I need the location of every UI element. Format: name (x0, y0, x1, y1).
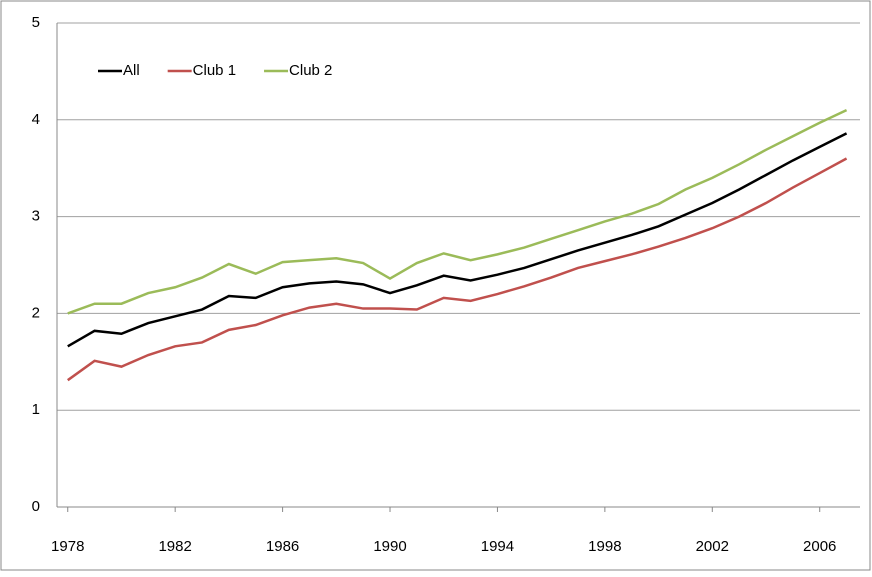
y-tick-label: 4 (32, 111, 40, 128)
legend-label: Club 1 (193, 62, 236, 79)
y-tick-label: 5 (32, 14, 40, 31)
x-tick-label: 1994 (481, 538, 514, 555)
x-tick-label: 1990 (373, 538, 406, 555)
y-tick-label: 2 (32, 304, 40, 321)
y-tick-label: 3 (32, 208, 40, 225)
x-tick-label: 2002 (696, 538, 729, 555)
series-line (67, 108, 848, 315)
x-tick-label: 1978 (51, 538, 84, 555)
legend-label: Club 2 (289, 62, 332, 79)
legend-label: All (123, 62, 140, 79)
y-tick-label: 1 (32, 401, 40, 418)
series-line (67, 157, 848, 382)
y-tick-label: 0 (32, 498, 40, 515)
x-tick-label: 1986 (266, 538, 299, 555)
x-tick-label: 1998 (588, 538, 621, 555)
series-line (67, 132, 848, 348)
x-tick-label: 1982 (158, 538, 191, 555)
x-tick-label: 2006 (803, 538, 836, 555)
